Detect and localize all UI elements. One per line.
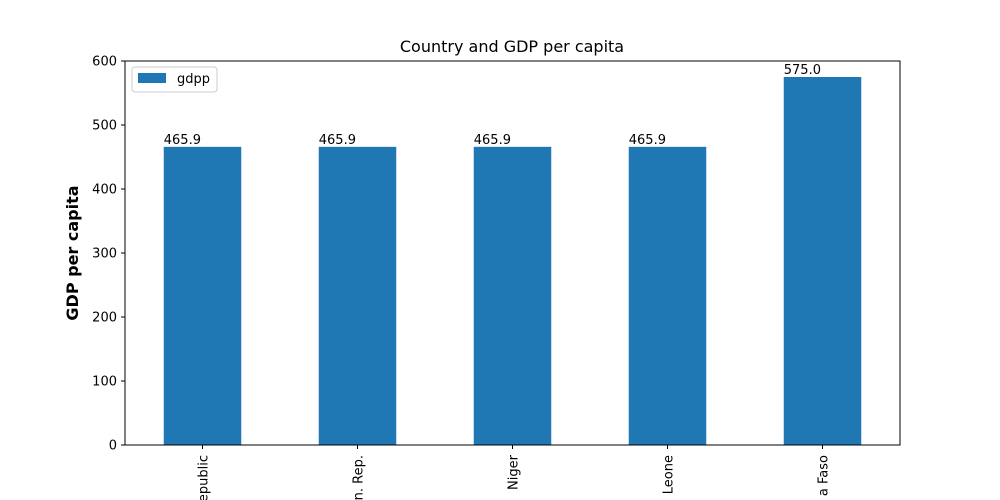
legend-label: gdpp xyxy=(177,72,210,87)
y-tick-label-0: 0 xyxy=(109,439,117,454)
y-tick-label-1: 100 xyxy=(92,375,117,390)
x-tick-label-0: epublic xyxy=(197,455,212,500)
x-tick-label-4: a Faso xyxy=(817,455,832,496)
bar-0 xyxy=(163,146,242,445)
data-label-1: 465.9 xyxy=(319,133,356,148)
legend-swatch xyxy=(138,73,166,83)
x-tick-label-3: Leone xyxy=(662,455,677,494)
y-tick-label-5: 500 xyxy=(92,119,117,134)
y-tick-label-3: 300 xyxy=(92,247,117,262)
x-tick-label-2: Niger xyxy=(507,454,522,490)
y-tick-label-4: 400 xyxy=(92,183,117,198)
data-label-4: 575.0 xyxy=(784,63,821,78)
chart-title: Country and GDP per capita xyxy=(400,37,624,56)
x-axis: epublic n. Rep. Niger Leone a Faso xyxy=(197,445,832,500)
x-tick-label-1: n. Rep. xyxy=(352,455,367,500)
legend: gdpp xyxy=(131,66,218,93)
bar-2 xyxy=(473,146,552,445)
data-label-0: 465.9 xyxy=(164,133,201,148)
y-tick-label-6: 600 xyxy=(92,55,117,70)
y-axis-label: GDP per capita xyxy=(63,185,82,320)
bar-4 xyxy=(783,77,862,445)
bars-group: 465.9 465.9 465.9 465.9 575.0 xyxy=(163,63,862,445)
data-label-2: 465.9 xyxy=(474,133,511,148)
bar-3 xyxy=(628,146,707,445)
y-tick-label-2: 200 xyxy=(92,311,117,326)
data-label-3: 465.9 xyxy=(629,133,666,148)
plot-frame xyxy=(124,60,901,446)
bar-1 xyxy=(318,146,397,445)
y-axis: 0 100 200 300 400 500 600 xyxy=(92,55,125,454)
